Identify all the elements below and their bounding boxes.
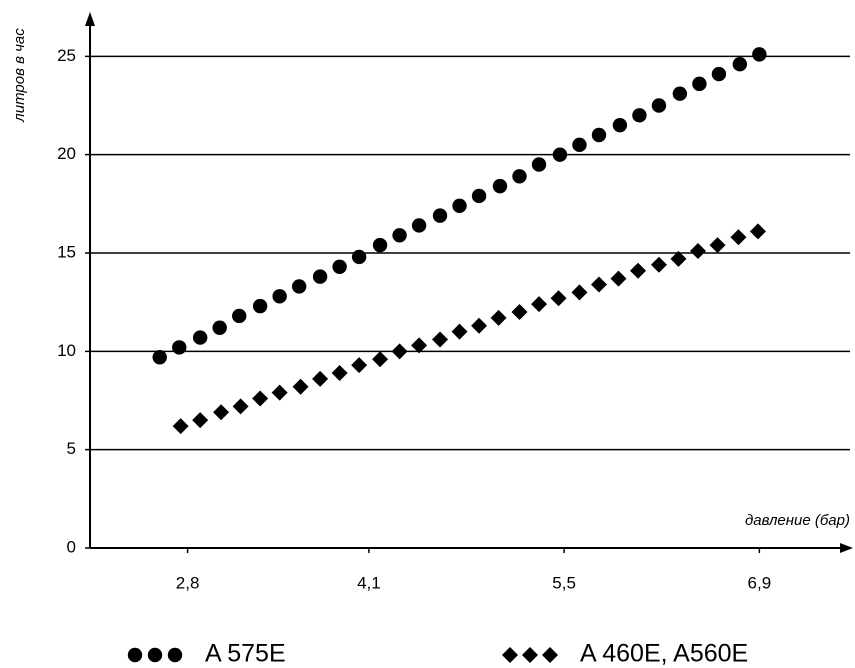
legend-label: A 575E <box>205 640 286 668</box>
data-point <box>711 66 727 82</box>
x-tick-label: 5,5 <box>552 573 576 592</box>
data-point <box>411 337 428 354</box>
data-point <box>291 279 307 294</box>
data-point <box>212 320 227 335</box>
data-point <box>372 237 388 253</box>
legend-marker <box>167 647 183 663</box>
x-tick-label: 2,8 <box>176 573 200 592</box>
y-axis-title: литров в час <box>11 28 28 123</box>
data-point <box>172 340 187 355</box>
y-tick-label: 0 <box>67 537 76 556</box>
legend-marker <box>502 647 518 663</box>
y-axis-arrow <box>85 12 95 26</box>
y-tick-label: 25 <box>57 46 76 65</box>
data-point <box>749 223 766 240</box>
data-point <box>571 284 588 301</box>
data-point <box>213 404 230 421</box>
data-point <box>651 98 667 113</box>
data-point <box>752 47 767 62</box>
data-point <box>312 269 328 284</box>
data-point <box>690 243 706 260</box>
data-point <box>531 296 548 313</box>
data-point <box>331 364 348 381</box>
data-point <box>632 108 647 123</box>
data-point <box>432 331 449 348</box>
data-point <box>612 117 628 133</box>
data-point <box>372 351 389 368</box>
data-point <box>572 137 587 153</box>
y-tick-label: 5 <box>67 439 76 458</box>
data-point <box>630 262 647 279</box>
legend-marker <box>522 647 538 663</box>
x-axis-arrow <box>840 543 853 553</box>
data-point <box>550 290 567 307</box>
data-point <box>232 308 247 324</box>
data-point <box>252 390 269 407</box>
data-point <box>709 237 726 254</box>
data-point <box>490 309 507 326</box>
data-point <box>672 86 688 101</box>
data-point <box>351 357 368 374</box>
data-point <box>332 259 347 274</box>
data-point <box>590 276 607 293</box>
data-point <box>451 323 468 340</box>
data-point <box>312 370 329 387</box>
data-point <box>351 249 367 265</box>
data-point <box>252 298 268 314</box>
data-point <box>670 250 687 267</box>
data-point <box>492 178 508 194</box>
data-point <box>732 56 748 72</box>
data-point <box>471 188 487 204</box>
data-point <box>272 289 287 304</box>
legend-label: A 460E, A560E <box>580 640 748 668</box>
data-point <box>692 76 707 92</box>
data-point <box>471 317 488 334</box>
data-point <box>411 218 427 233</box>
data-point <box>650 256 667 273</box>
data-point <box>432 208 448 223</box>
data-point <box>192 412 209 429</box>
data-point <box>292 378 309 395</box>
data-point <box>610 270 627 287</box>
data-point <box>591 127 607 143</box>
data-point <box>271 384 288 401</box>
data-point <box>552 147 568 162</box>
y-tick-label: 20 <box>57 144 76 163</box>
x-tick-label: 6,9 <box>748 573 772 592</box>
x-tick-label: 4,1 <box>357 573 381 592</box>
data-point <box>512 169 527 184</box>
data-point <box>511 304 528 320</box>
data-point <box>392 228 407 243</box>
data-point <box>192 330 208 345</box>
data-point <box>172 418 189 435</box>
data-point <box>232 398 249 415</box>
data-point <box>730 229 747 246</box>
data-point <box>391 343 408 360</box>
legend-marker <box>127 647 143 663</box>
data-point <box>152 350 167 365</box>
y-tick-label: 10 <box>57 341 76 360</box>
legend-marker <box>542 647 558 663</box>
data-point <box>452 198 467 213</box>
y-tick-label: 15 <box>57 242 76 261</box>
legend-marker <box>147 647 163 663</box>
data-point <box>531 157 547 172</box>
x-axis-title: давление (бар) <box>745 512 850 529</box>
